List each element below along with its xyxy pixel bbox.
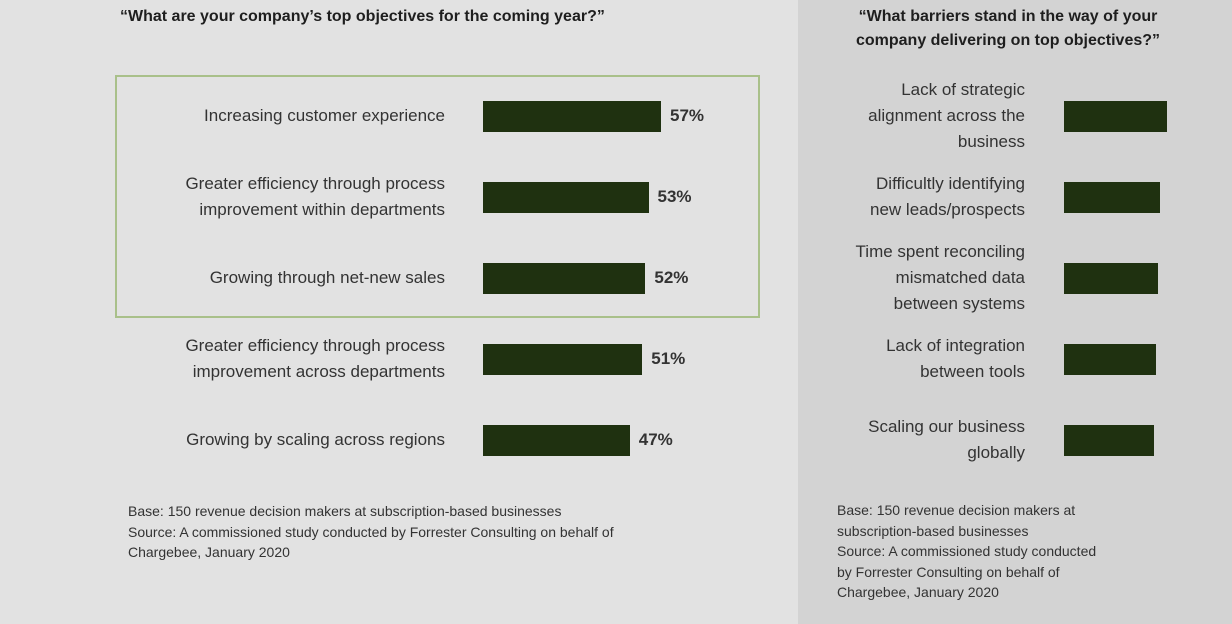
- category-label: Difficultly identifying new leads/prospe…: [870, 174, 1025, 219]
- bar: [483, 181, 649, 213]
- category-label: Scaling our business globally: [868, 417, 1025, 462]
- objectives-source-note: Base: 150 revenue decision makers at sub…: [128, 503, 614, 560]
- value-label: 57%: [670, 106, 705, 125]
- bar: [483, 100, 661, 132]
- bar: [483, 424, 630, 456]
- category-label: Greater efficiency through process impro…: [185, 174, 445, 219]
- category-label: Growing by scaling across regions: [186, 430, 445, 449]
- value-label: 52%: [654, 268, 689, 287]
- category-label: Increasing customer experience: [204, 106, 445, 125]
- barriers-source-note: Base: 150 revenue decision makers at sub…: [837, 502, 1097, 600]
- bar: [1064, 343, 1157, 375]
- bar: [483, 262, 646, 294]
- objectives-chart-title: “What are your company’s top objectives …: [120, 8, 605, 25]
- category-label: Growing through net-new sales: [209, 268, 445, 287]
- value-label: 47%: [638, 430, 673, 449]
- category-label: Lack of strategic alignment across the b…: [868, 80, 1025, 151]
- top-objectives-highlight-box: [115, 75, 760, 318]
- barriers-chart-title: “What barriers stand in the way of your …: [855, 8, 1161, 49]
- bar: [1064, 262, 1158, 294]
- bar: [1064, 100, 1167, 132]
- bar: [1064, 181, 1160, 213]
- category-label: Time spent reconciling mismatched data b…: [855, 242, 1025, 313]
- category-label: Lack of integration between tools: [886, 336, 1025, 381]
- category-label: Greater efficiency through process impro…: [185, 336, 445, 381]
- bar: [483, 343, 643, 375]
- bar: [1064, 424, 1155, 456]
- value-label: 51%: [651, 349, 686, 368]
- objectives-panel: [0, 0, 798, 624]
- value-label: 53%: [657, 187, 692, 206]
